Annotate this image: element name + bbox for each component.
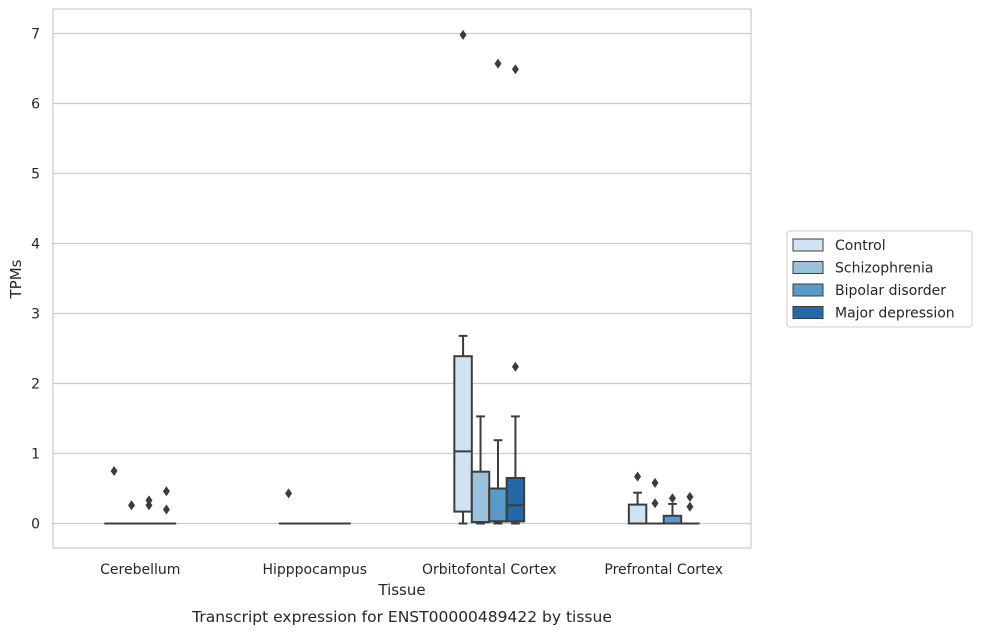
legend-frame <box>786 230 973 328</box>
y-tick-label: 7 <box>31 27 40 43</box>
outlier-point <box>651 477 659 488</box>
legend: Control Schizophrenia Bipolar disorder Majo… <box>786 230 973 328</box>
outlier-point <box>686 501 694 512</box>
x-axis-title: Tissue <box>377 581 425 599</box>
legend-label: Bipolar disorder <box>835 283 946 299</box>
box-major-depression <box>156 486 177 525</box>
y-tick-label: 0 <box>31 517 40 533</box>
outlier-point <box>162 504 170 515</box>
x-tick-label: Cerebellum <box>100 562 180 578</box>
outlier-point <box>511 361 519 372</box>
outlier-point <box>494 58 502 69</box>
gridlines <box>53 32 751 525</box>
box-series-group <box>104 29 700 525</box>
outlier-point <box>686 491 694 502</box>
y-tick-label: 4 <box>31 237 40 253</box>
outlier-point <box>668 493 676 504</box>
x-tick-label: Orbitofontal Cortex <box>422 562 557 578</box>
legend-swatch <box>792 261 824 274</box>
box-major-depression <box>680 491 700 525</box>
box-control <box>453 29 473 525</box>
box-iqr <box>627 503 648 525</box>
y-tick-labels: 0 1 2 3 4 5 6 7 <box>31 27 40 533</box>
y-tick-label: 5 <box>31 167 40 183</box>
y-axis-title: TPMs <box>7 259 25 299</box>
legend-label: Major depression <box>835 306 955 322</box>
x-tick-label: Prefrontal Cortex <box>604 562 723 578</box>
outlier-point <box>651 498 659 509</box>
y-tick-label: 2 <box>31 377 40 393</box>
outlier-point <box>285 488 293 499</box>
x-tick-labels: Cerebellum Hipppocampus Orbitofontal Corte… <box>100 562 723 578</box>
box-major-depression <box>505 64 526 525</box>
box-iqr <box>488 487 508 523</box>
plot-frame <box>52 8 752 549</box>
y-tick-label: 1 <box>31 447 40 463</box>
outlier-point <box>145 500 153 511</box>
y-tick-label: 6 <box>31 97 40 113</box>
chart-caption: Transcript expression for ENST0000048942… <box>191 608 612 626</box>
x-tick-label: Hipppocampus <box>262 562 367 578</box>
outlier-point <box>162 486 170 497</box>
legend-label: Schizophrenia <box>835 261 933 277</box>
plot-background <box>53 9 751 548</box>
legend-swatch <box>792 283 824 297</box>
box-iqr <box>505 477 526 523</box>
y-tick-label: 3 <box>31 307 40 323</box>
legend-label: Control <box>835 238 886 254</box>
box-iqr <box>470 470 491 524</box>
box-control <box>627 471 648 525</box>
outlier-point <box>511 64 519 75</box>
outlier-point <box>459 29 467 40</box>
outlier-point <box>634 471 642 482</box>
box-iqr <box>453 355 473 513</box>
legend-swatch <box>792 238 824 252</box>
box-bipolar-disorder <box>662 493 683 525</box>
box-iqr <box>662 514 683 525</box>
outlier-point <box>110 466 118 476</box>
outlier-point <box>128 500 136 511</box>
legend-swatch <box>792 306 824 319</box>
